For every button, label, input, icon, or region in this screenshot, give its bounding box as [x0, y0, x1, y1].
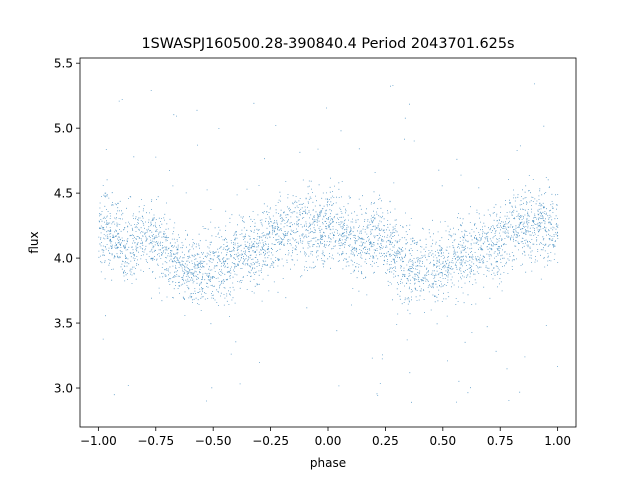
y-axis: 3.0 3.5 4.0 4.5 5.0 5.5 — [54, 56, 80, 395]
chart-title: 1SWASPJ160500.28-390840.4 Period 2043701… — [142, 36, 515, 52]
y-tick-label: 5.5 — [54, 56, 73, 70]
x-tick-label: −0.50 — [195, 434, 232, 448]
y-axis-label: flux — [27, 231, 41, 253]
x-tick-label: 0.75 — [487, 434, 514, 448]
x-tick-label: −1.00 — [80, 434, 117, 448]
x-axis: −1.00 −0.75 −0.50 −0.25 0.00 0.25 0.50 0.75 1.00 — [80, 427, 571, 448]
y-tick-label: 3.5 — [54, 316, 73, 330]
y-tick-label: 4.5 — [54, 186, 73, 200]
y-tick-label: 4.0 — [54, 251, 73, 265]
y-tick-label: 3.0 — [54, 381, 73, 395]
x-tick-label: 0.00 — [315, 434, 342, 448]
x-tick-label: 1.00 — [544, 434, 571, 448]
x-tick-label: −0.75 — [137, 434, 174, 448]
x-axis-label: phase — [310, 456, 346, 470]
y-tick-label: 5.0 — [54, 121, 73, 135]
x-tick-label: 0.25 — [372, 434, 399, 448]
x-tick-label: 0.50 — [429, 434, 456, 448]
x-tick-label: −0.25 — [252, 434, 289, 448]
